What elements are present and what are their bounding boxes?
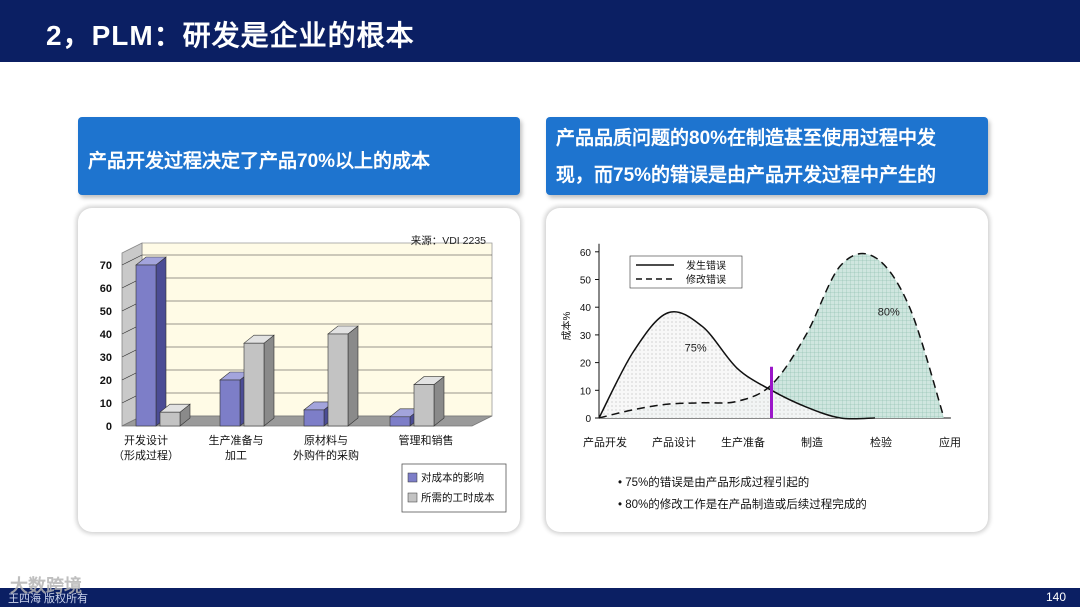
category-label: 外购件的采购 — [293, 448, 359, 462]
y-tick-label: 60 — [580, 248, 592, 259]
right-banner-line1: 产品品质问题的80%在制造甚至使用过程中发 — [556, 128, 937, 149]
legend-swatch-labor-cost — [407, 492, 418, 503]
bar-cost-impact — [135, 264, 157, 427]
bar-chart-panel: 0 10 20 30 40 50 60 70 来源：VDI 2235 开发设计 （形成过程） 生产准备… — [78, 208, 520, 532]
bar-cost-impact — [219, 379, 241, 427]
area-occur-errors — [599, 311, 875, 419]
legend-label: 修改错误 — [686, 273, 726, 286]
category-label: 原材料与 — [304, 433, 348, 447]
note-bullet: • 75%的错误是由产品形成过程引起的 — [618, 475, 809, 489]
right-banner-text: 产品品质问题的80%在制造甚至使用过程中发 现，而75%的错误是由产品开发过程中产… — [556, 120, 986, 194]
category-label: 开发设计 — [124, 433, 168, 447]
left-banner-text: 产品开发过程决定了产品70%以上的成本 — [88, 151, 431, 172]
right-banner: 产品品质问题的80%在制造甚至使用过程中发 现，而75%的错误是由产品开发过程中产… — [546, 117, 988, 195]
bar-chart: 0 10 20 30 40 50 60 70 来源：VDI 2235 开发设计 （形成过程） 生产准备… — [100, 234, 507, 513]
area-fix-errors — [599, 253, 944, 418]
bar-labor-cost — [243, 342, 265, 427]
watermark-logo: 大数跨境 — [10, 576, 82, 596]
legend-box — [629, 255, 743, 289]
y-tick-label: 60 — [100, 283, 112, 295]
line-occur-errors — [598, 311, 876, 420]
y-tick-label: 10 — [100, 398, 112, 410]
bar-labor-cost — [327, 333, 349, 427]
y-tick-label: 50 — [580, 276, 592, 287]
legend-swatch-cost-impact — [407, 472, 418, 483]
category-label: 加工 — [225, 449, 247, 462]
y-tick-label: 50 — [100, 306, 112, 318]
bar-labor-cost — [413, 384, 435, 427]
gridline — [121, 254, 492, 266]
y-tick-label: 30 — [100, 352, 112, 364]
legend-box — [401, 463, 507, 513]
y-axis-label: 成本% — [560, 311, 573, 340]
header-bar: 2，PLM：研发是企业的根本 — [0, 0, 1080, 62]
bar-labor-cost-side — [433, 375, 445, 427]
page-number: 140 — [1045, 590, 1066, 604]
left-banner: 产品开发过程决定了产品70%以上的成本 — [78, 117, 520, 195]
bar-cost-impact — [389, 416, 411, 427]
legend-label: 发生错误 — [686, 259, 726, 272]
copyright-text: 王四海 版权所有 — [8, 593, 89, 605]
legend-label: 对成本的影响 — [421, 471, 484, 484]
right-banner-line2: 现，而75%的错误是由产品开发过程中产生的 — [556, 165, 937, 186]
x-category-label: 制造 — [801, 435, 823, 449]
bar-labor-cost — [159, 411, 181, 427]
bar-labor-cost-side — [263, 334, 275, 427]
x-category-label: 产品开发 — [583, 435, 627, 449]
source-note: 来源：VDI 2235 — [411, 234, 486, 247]
line-chart-panel: 0 10 20 30 40 50 60 成本% 75% 80% 发生错误 修改错误产品开发 产品设计 生产… — [546, 208, 988, 532]
x-category-label: 生产准备 — [721, 435, 765, 449]
category-label: 生产准备与 — [209, 433, 264, 447]
bar-cost-impact-side — [155, 256, 167, 427]
area-label: 80% — [878, 307, 900, 319]
page-title: 2，PLM：研发是企业的根本 — [46, 20, 415, 51]
y-tick-label: 30 — [580, 331, 592, 342]
line-fix-errors — [598, 252, 945, 419]
y-tick-label: 40 — [100, 329, 112, 341]
y-tick-label: 0 — [585, 414, 591, 425]
area-label: 75% — [685, 343, 707, 355]
footer-bar: 王四海 版权所有 140 — [0, 588, 1080, 607]
legend-label: 所需的工时成本 — [421, 491, 495, 504]
bar-cost-impact — [303, 409, 325, 427]
y-tick-label: 40 — [580, 303, 592, 314]
y-tick-label: 20 — [580, 359, 592, 370]
bar-labor-cost-side — [347, 325, 359, 427]
x-category-label: 应用 — [939, 435, 961, 449]
x-category-label: 产品设计 — [652, 435, 696, 449]
y-tick-label: 20 — [100, 375, 112, 387]
category-label: 管理和销售 — [399, 433, 454, 447]
category-label: （形成过程） — [113, 449, 179, 462]
x-category-label: 检验 — [870, 435, 892, 449]
y-tick-label: 10 — [580, 386, 592, 397]
note-bullet: • 80%的修改工作是在产品制造或后续过程完成的 — [618, 497, 867, 511]
y-tick-label: 70 — [100, 260, 112, 272]
y-tick-label: 0 — [106, 421, 112, 433]
